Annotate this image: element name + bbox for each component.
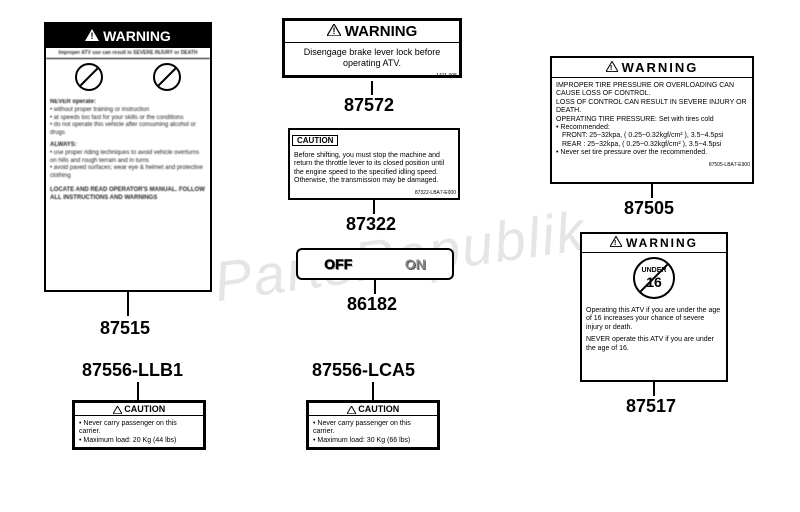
label-87572: ! WARNING Disengage brake lever lock bef… <box>282 18 462 78</box>
label-87515-body: NEVER operate: • without proper training… <box>46 95 210 207</box>
label-87572-header: ! WARNING <box>285 21 459 43</box>
partnum-87505: 87505 <box>624 198 674 219</box>
label-87322-header: CAUTION <box>292 135 338 146</box>
label-87556lca5-header: CAUTION <box>309 403 437 415</box>
warning-triangle-icon: ! <box>606 60 618 75</box>
l2: • Maximum load: 20 Kg (44 lbs) <box>79 437 199 445</box>
connector-line <box>374 280 376 294</box>
b1: Operating this ATV if you are under the … <box>586 307 722 332</box>
connector-line <box>127 292 129 316</box>
l2: • Maximum load: 30 Kg (66 lbs) <box>313 437 433 445</box>
label-87517-body: Operating this ATV if you are under the … <box>582 303 726 357</box>
label-87556llb1: CAUTION • Never carry passenger on this … <box>72 400 206 450</box>
label-87515-header: ! WARNING <box>46 24 210 48</box>
label-87556lca5-body: • Never carry passenger on this carrier.… <box>309 415 437 449</box>
h: CAUTION <box>358 404 399 414</box>
l1: • Never carry passenger on this carrier. <box>79 420 199 437</box>
label-87556llb1-header: CAUTION <box>75 403 203 415</box>
connector-line <box>373 200 375 214</box>
connector-line <box>653 382 655 396</box>
connector-line <box>372 382 374 400</box>
label-87515: ! WARNING Improper ATV use can result in… <box>44 22 212 292</box>
label-87505-code: 87505-LBA7-E900 <box>552 162 752 169</box>
l1: IMPROPER TIRE PRESSURE OR OVERLOADING CA… <box>556 82 748 99</box>
connector-line <box>137 382 139 400</box>
svg-text:!: ! <box>91 31 94 41</box>
label-87515-subheader: Improper ATV use can result in SEVERE IN… <box>46 48 210 59</box>
warning-triangle-icon: ! <box>327 23 341 40</box>
l4: • Recommended: <box>556 124 748 132</box>
label-87322-body: Before shifting, you must stop the machi… <box>290 148 458 190</box>
partnum-87322: 87322 <box>346 214 396 235</box>
label-87505: ! WARNING IMPROPER TIRE PRESSURE OR OVER… <box>550 56 754 184</box>
sixteen-text: 16 <box>646 274 662 290</box>
label-87556lca5: CAUTION • Never carry passenger on this … <box>306 400 440 450</box>
l2: LOSS OF CONTROL CAN RESULT IN SEVERE INJ… <box>556 99 748 116</box>
label-87517-header: ! WARNING <box>582 234 726 253</box>
label-87515-header-text: WARNING <box>103 28 171 44</box>
partnum-87572: 87572 <box>344 95 394 116</box>
partnum-87515: 87515 <box>100 318 150 339</box>
connector-line <box>371 81 373 95</box>
svg-text:!: ! <box>332 26 335 36</box>
label-87322-code: 87322-LBA7-E000 <box>290 190 458 197</box>
b2: NEVER operate this ATV if you are under … <box>586 336 722 353</box>
always-title: ALWAYS: <box>50 142 206 150</box>
label-87505-header: ! WARNING <box>552 58 752 78</box>
l6: REAR : 25~32kpa, ( 0.25~0.32kgf/cm² ), 3… <box>556 141 748 149</box>
partnum-87556lca5: 87556-LCA5 <box>312 360 415 381</box>
label-87515-icons <box>46 59 210 95</box>
l1: • Never carry passenger on this carrier. <box>313 420 433 437</box>
label-87572-header-text: WARNING <box>345 23 418 40</box>
l3: OPERATING TIRE PRESSURE: Set with tires … <box>556 116 748 124</box>
label-87505-body: IMPROPER TIRE PRESSURE OR OVERLOADING CA… <box>552 78 752 162</box>
l5: FRONT: 25~32kpa, ( 0.25~0.32kgf/cm² ), 3… <box>556 132 748 140</box>
warning-triangle-icon: ! <box>85 28 99 44</box>
label-87572-code: 1411-005 <box>285 73 459 80</box>
never-title: NEVER operate: <box>50 99 206 107</box>
label-87322: CAUTION Before shifting, you must stop t… <box>288 128 460 200</box>
label-86182: OFF ON <box>296 248 454 280</box>
warning-triangle-icon: ! <box>610 236 622 250</box>
footer-text: LOCATE AND READ OPERATOR'S MANUAL. FOLLO… <box>50 187 206 203</box>
label-87572-body: Disengage brake lever lock before operat… <box>285 43 459 73</box>
label-87517: ! WARNING UNDER 16 Operating this ATV if… <box>580 232 728 382</box>
prohibit-icon <box>75 63 103 91</box>
always-items: • use proper riding techniques to avoid … <box>50 150 206 181</box>
label-87517-header-text: WARNING <box>626 236 698 250</box>
svg-text:!: ! <box>609 63 613 72</box>
svg-text:!: ! <box>614 238 618 247</box>
under16-icon: UNDER 16 <box>633 257 675 299</box>
off-text: OFF <box>324 256 352 272</box>
label-87505-header-text: WARNING <box>622 60 699 75</box>
label-87556llb1-body: • Never carry passenger on this carrier.… <box>75 415 203 449</box>
never-items: • without proper training or instruction… <box>50 107 206 138</box>
connector-line <box>651 184 653 198</box>
l7: • Never set tire pressure over the recom… <box>556 149 748 157</box>
under-text: UNDER <box>642 267 667 274</box>
on-text: ON <box>405 256 426 272</box>
h: CAUTION <box>124 404 165 414</box>
partnum-87556llb1: 87556-LLB1 <box>82 360 183 381</box>
partnum-87517: 87517 <box>626 396 676 417</box>
partnum-86182: 86182 <box>347 294 397 315</box>
prohibit-icon <box>153 63 181 91</box>
off-on-row: OFF ON <box>298 250 452 278</box>
